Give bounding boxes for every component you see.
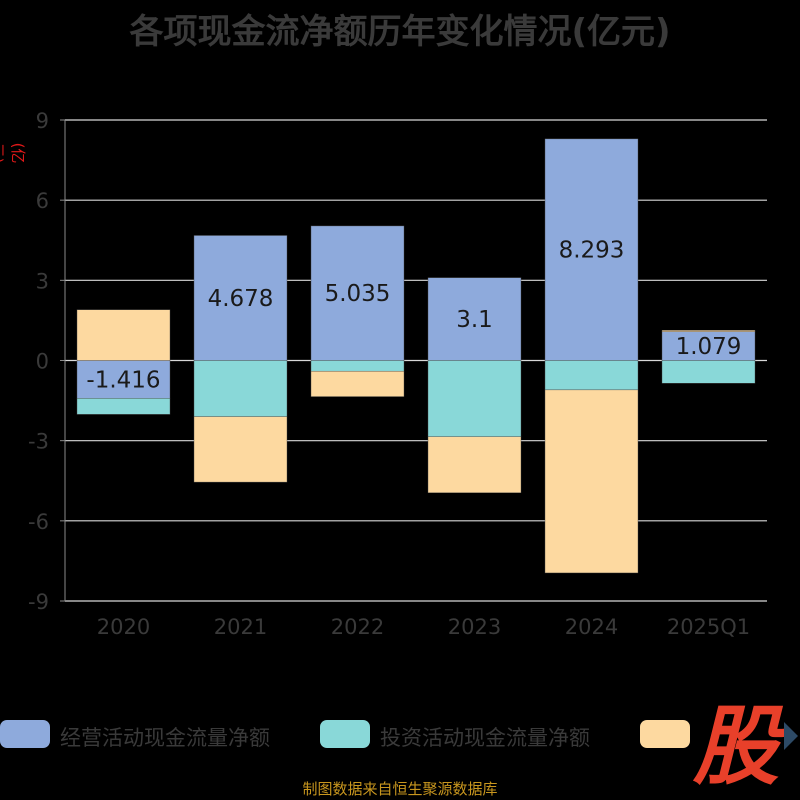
legend-label: 经营活动现金流量净额 [60, 726, 270, 750]
bar-segment[interactable] [310, 360, 405, 372]
x-tick-label: 2023 [448, 615, 501, 639]
data-label: 1.079 [676, 334, 742, 360]
logo-glyph: 股 [692, 700, 788, 790]
data-label: 4.678 [208, 286, 274, 312]
y-tick-label: 6 [36, 189, 49, 213]
y-tick-label: 0 [36, 350, 49, 374]
bar-segment[interactable] [310, 370, 405, 397]
bar-segment[interactable] [76, 360, 171, 399]
bar-segment[interactable] [427, 436, 522, 493]
x-tick-label: 2021 [214, 615, 267, 639]
data-label: 5.035 [325, 281, 391, 307]
y-tick-label: 9 [36, 109, 49, 133]
data-label: 8.293 [559, 238, 625, 264]
x-tick-label: 2020 [97, 615, 150, 639]
bar-segment[interactable] [193, 416, 288, 483]
bar-segment[interactable] [310, 225, 405, 361]
tick-labels: 9 6 3 0 -3 -6 -9 2020 2021 2022 2023 2024 2025Q1 [28, 109, 750, 639]
bar-segment[interactable] [193, 360, 288, 417]
x-tick-label: 2025Q1 [667, 615, 750, 639]
bar-segment[interactable] [427, 277, 522, 361]
data-labels: -1.416 4.678 5.035 3.1 8.293 1.079 [86, 238, 741, 394]
x-tick-label: 2022 [331, 615, 384, 639]
data-label: 3.1 [456, 307, 493, 333]
bar-segment[interactable] [661, 331, 756, 361]
gu-logo: 股 [692, 700, 798, 790]
legend: 经营活动现金流量净额 投资活动现金流量净额 [0, 712, 800, 756]
y-tick-label: 3 [36, 269, 49, 293]
bar-segment[interactable] [661, 360, 756, 384]
x-tick-label: 2024 [565, 615, 618, 639]
bar-segment[interactable] [544, 360, 639, 391]
bar-segment[interactable] [76, 309, 171, 361]
y-tick-label: -9 [28, 590, 49, 614]
bar-segment[interactable] [76, 398, 171, 415]
y-tick-label: -6 [28, 510, 49, 534]
bar-segment[interactable] [193, 235, 288, 361]
y-tick-label: -3 [28, 430, 49, 454]
legend-swatch [640, 720, 690, 748]
next-arrow-icon[interactable] [784, 722, 798, 750]
legend-swatch [0, 720, 50, 748]
bar-segment[interactable] [544, 138, 639, 361]
bar-segment[interactable] [427, 360, 522, 437]
grid-lines [60, 119, 767, 602]
legend-label: 投资活动现金流量净额 [380, 726, 590, 750]
bars [76, 138, 756, 574]
chart-title: 各项现金流净额历年变化情况(亿元) [129, 12, 671, 52]
data-source: 制图数据来自恒生聚源数据库 [302, 780, 498, 798]
cash-flow-chart: -1.416 4.678 5.035 3.1 8.293 1.079 9 6 3 0 -3 -6 -9… [28, 109, 767, 639]
bar-segment[interactable] [661, 330, 756, 332]
data-label: -1.416 [86, 367, 160, 393]
legend-swatch [320, 720, 370, 748]
bar-segment[interactable] [544, 389, 639, 574]
